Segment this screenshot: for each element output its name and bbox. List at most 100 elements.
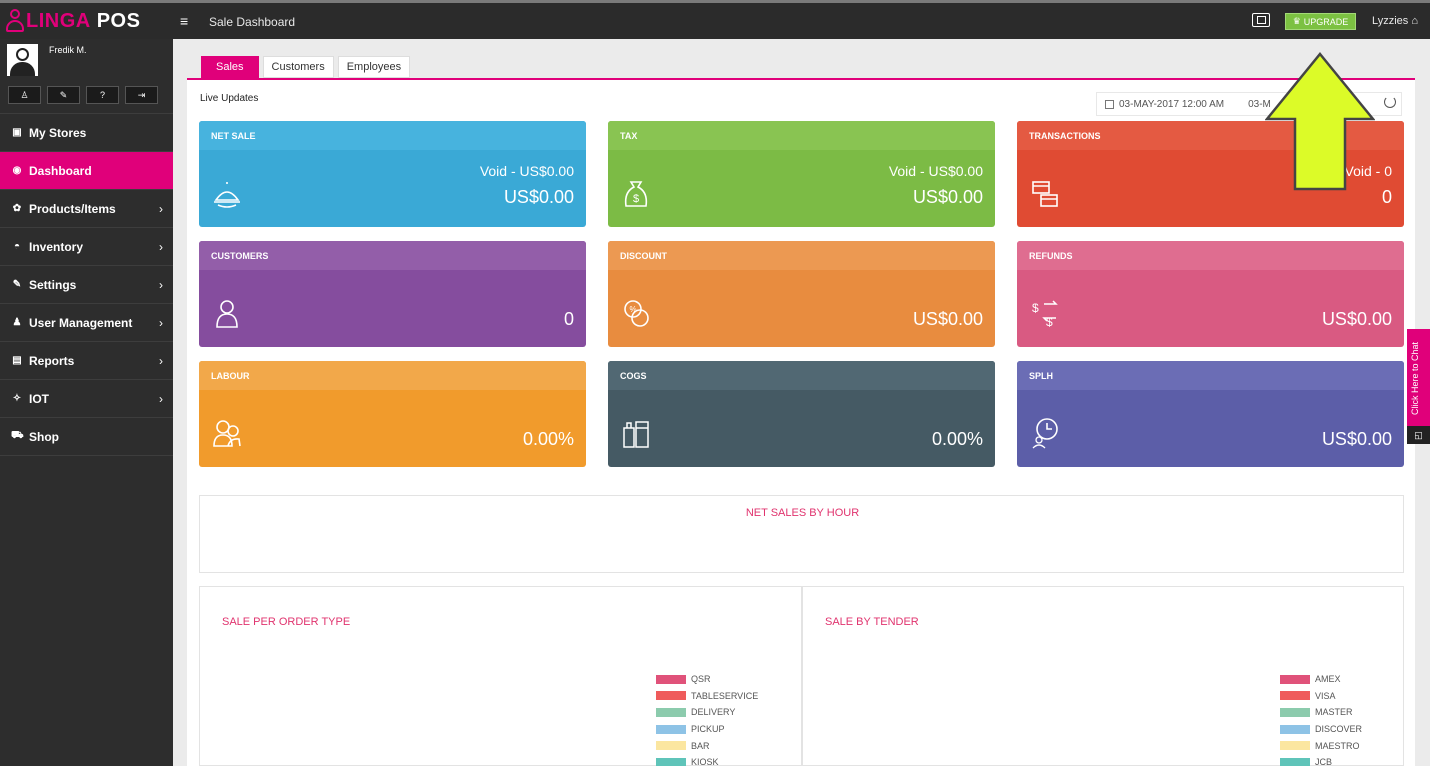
legend-item[interactable]: DELIVERY (656, 704, 758, 721)
help-button[interactable]: ? (86, 86, 119, 104)
user-menu[interactable]: Lyzzies ⌂ (1372, 15, 1418, 27)
kpi-card-title: REFUNDS (1017, 241, 1404, 270)
sidebar-item-label: Inventory (29, 239, 84, 254)
legend-item[interactable]: MASTER (1280, 704, 1362, 721)
linga-pos-logo[interactable]: LINGA POS (0, 3, 173, 39)
sidebar-item-dashboard[interactable]: ◉ Dashboard (0, 151, 173, 189)
sidebar-item-inventory[interactable]: ◓ Inventory › (0, 227, 173, 265)
question-icon: ? (99, 90, 105, 100)
user-icon: ♙ (20, 89, 29, 100)
chevron-right-icon: › (159, 316, 163, 330)
sidebar-item-my-stores[interactable]: ▣ My Stores (0, 113, 173, 151)
sidebar-item-label: User Management (29, 315, 133, 330)
calendar-icon (1105, 99, 1114, 109)
card-transfer-icon (1032, 181, 1058, 207)
customer-icon (216, 300, 238, 328)
sidebar-divider (0, 455, 173, 456)
upgrade-label: UPGRADE (1303, 16, 1349, 27)
tools-button[interactable]: ✎ (47, 86, 80, 104)
date-range-picker[interactable]: 03-MAY-2017 12:00 AM 03-M (1096, 92, 1402, 116)
svg-text:%: % (629, 305, 636, 314)
sidebar-item-settings[interactable]: ✎ Settings › (0, 265, 173, 303)
kpi-card-value: US$0.00 (1321, 429, 1392, 449)
kpi-card-title: LABOUR (199, 361, 586, 390)
legend-item[interactable]: QSR (656, 671, 758, 688)
sidebar-item-products-items[interactable]: ✿ Products/Items › (0, 189, 173, 227)
sidebar-item-reports[interactable]: ▤ Reports › (0, 341, 173, 379)
legend-label: QSR (691, 674, 711, 685)
kpi-card-net-sale[interactable]: NET SALE Void - US$0.00 US$0.00 (199, 121, 586, 227)
legend-item[interactable]: MAESTRO (1280, 737, 1362, 754)
legend-item[interactable]: AMEX (1280, 671, 1362, 688)
profile-quick-actions: ♙ ✎ ? ⇥ (0, 82, 173, 108)
legend-label: MASTER (1315, 707, 1353, 718)
chevron-right-icon: › (159, 354, 163, 368)
legend-swatch (656, 741, 686, 751)
sidebar-item-iot[interactable]: ✧ IOT › (0, 379, 173, 417)
kpi-card-refunds[interactable]: REFUNDS US$0.00 $ $ (1017, 241, 1404, 347)
refresh-icon[interactable] (1384, 96, 1396, 108)
legend-item[interactable]: KIOSK (656, 754, 758, 766)
chat-label: Click Here to Chat (1410, 341, 1420, 415)
legend-item[interactable]: DISCOVER (1280, 721, 1362, 738)
kpi-card-splh[interactable]: SPLH US$0.00 (1017, 361, 1404, 467)
sidebar-item-user-management[interactable]: ♟ User Management › (0, 303, 173, 341)
legend-item[interactable]: PICKUP (656, 721, 758, 738)
legend-label: MAESTRO (1315, 740, 1360, 751)
kpi-card-discount[interactable]: DISCOUNT US$0.00% (608, 241, 995, 347)
upgrade-button[interactable]: ♛ UPGRADE (1285, 13, 1356, 30)
legend-swatch (656, 691, 686, 701)
user-profile: Fredik M. (0, 39, 173, 82)
avatar[interactable] (7, 44, 38, 76)
legend-item[interactable]: JCB (1280, 754, 1362, 766)
kpi-card-value: US$0.00 (912, 309, 983, 329)
chevron-right-icon: › (159, 278, 163, 292)
legend-item[interactable]: BAR (656, 737, 758, 754)
dashboard-tabs: Sales Customers Employees (201, 56, 411, 78)
legend-swatch (1280, 724, 1310, 734)
basket-icon: ◓ (13, 241, 21, 252)
refund-icon: $$ (1032, 300, 1058, 329)
profile-button[interactable]: ♙ (8, 86, 41, 104)
wrench-icon: ✎ (12, 279, 22, 290)
kpi-card-title: SPLH (1017, 361, 1404, 390)
legend-swatch (656, 724, 686, 734)
sidebar-item-label: Reports (29, 353, 75, 368)
chat-icon: ◱ (1407, 426, 1430, 444)
kpi-card-void: Void - US$0.00 (888, 163, 983, 179)
cart-icon: ⛟ (11, 430, 24, 441)
legend-label: KIOSK (691, 757, 719, 766)
kpi-card-tax[interactable]: TAX Void - US$0.00 US$0.00 $ (608, 121, 995, 227)
order-type-legend: QSR TABLESERVICE DELIVERY PICKUP BAR KIOSK (656, 671, 758, 766)
report-icon: ▤ (12, 355, 22, 366)
legend-item[interactable]: VISA (1280, 688, 1362, 705)
kpi-card-labour[interactable]: LABOUR 0.00% (199, 361, 586, 467)
net-sales-by-hour-panel: NET SALES BY HOUR (199, 495, 1404, 573)
sale-by-tender-title: SALE BY TENDER (825, 616, 919, 628)
legend-label: DISCOVER (1315, 724, 1363, 735)
tab-underline (187, 78, 1415, 80)
money-bag-icon: $ (624, 181, 648, 207)
menu-toggle-icon[interactable]: ≡ (180, 13, 189, 29)
chevron-right-icon: › (159, 202, 163, 216)
legend-swatch (1280, 741, 1310, 751)
home-icon: ⌂ (1411, 15, 1418, 27)
kpi-card-customers[interactable]: CUSTOMERS 0 (199, 241, 586, 347)
store-icon: ▣ (12, 127, 22, 138)
kpi-card-value: US$0.00 (1321, 309, 1392, 329)
legend-item[interactable]: TABLESERVICE (656, 688, 758, 705)
kpi-card-cogs[interactable]: COGS 0.00% (608, 361, 995, 467)
tab-customers[interactable]: Customers (262, 56, 334, 78)
display-mode-icon[interactable] (1252, 13, 1270, 27)
dashboard-icon: ◉ (12, 165, 22, 176)
date-range-end: 03-M (1248, 98, 1271, 110)
tab-sales[interactable]: Sales (201, 56, 259, 78)
sale-by-tender-panel: SALE BY TENDER AMEX VISA MASTER DISCOVER MAE… (802, 586, 1404, 766)
chat-widget-tab[interactable]: Click Here to Chat ◱ (1407, 329, 1430, 444)
legend-label: DELIVERY (691, 707, 736, 718)
sidebar-item-label: Dashboard (29, 163, 92, 178)
tab-employees[interactable]: Employees (337, 56, 411, 78)
logout-button[interactable]: ⇥ (125, 86, 158, 104)
sidebar-item-shop[interactable]: ⛟ Shop (0, 417, 173, 455)
logout-icon: ⇥ (137, 89, 146, 100)
